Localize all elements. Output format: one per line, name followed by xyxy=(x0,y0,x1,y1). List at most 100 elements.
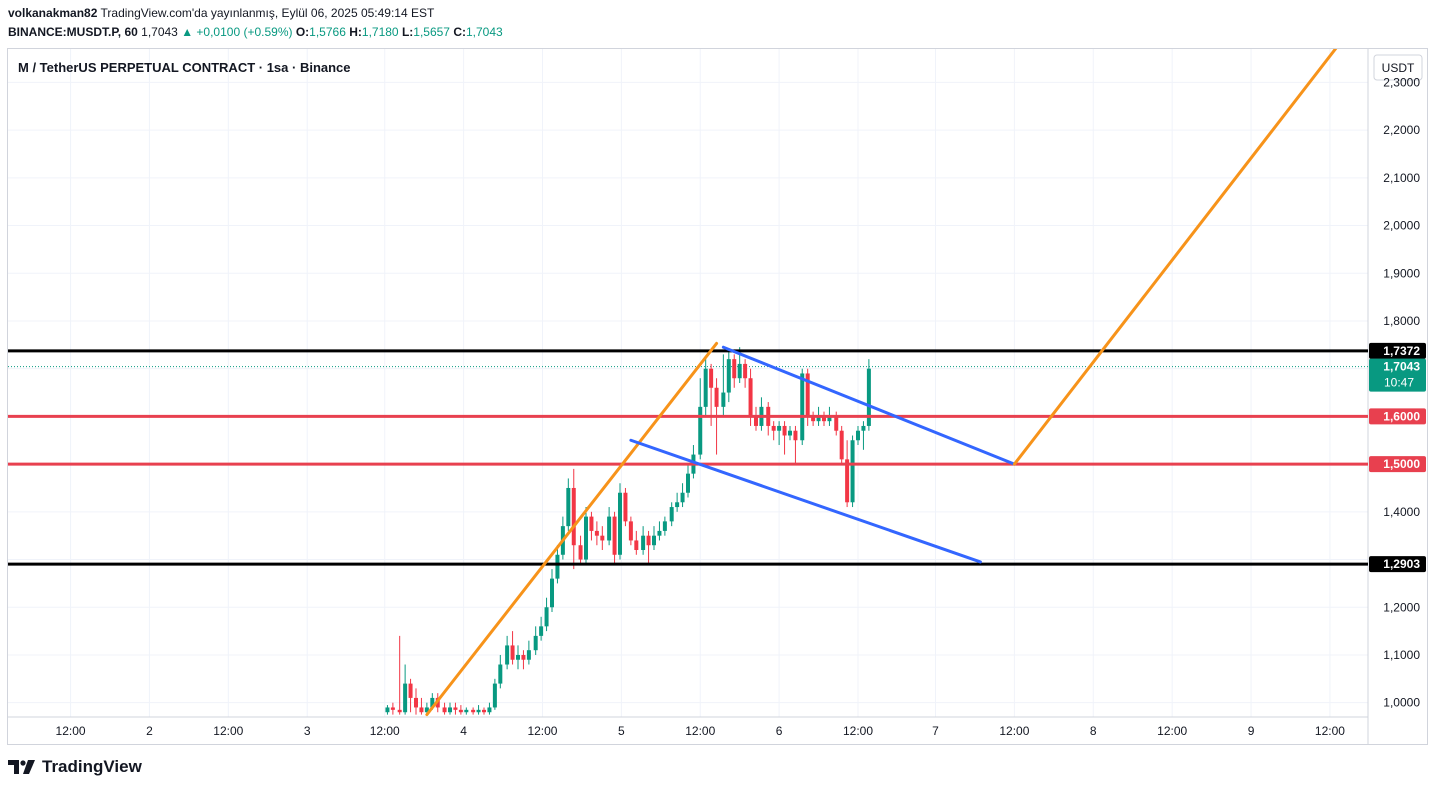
candle-body xyxy=(641,535,646,550)
candle-body xyxy=(845,459,850,503)
author-name[interactable]: volkanakman82 xyxy=(8,6,98,20)
tradingview-icon xyxy=(8,760,35,774)
candle-body xyxy=(686,473,690,493)
candle-body xyxy=(827,416,832,422)
current-price-badge xyxy=(1369,358,1426,392)
low-value: 1,5657 xyxy=(413,25,450,39)
candle-body xyxy=(607,516,612,541)
open-value: 1,5766 xyxy=(309,25,346,39)
candle-body xyxy=(584,516,588,560)
candle-body xyxy=(669,507,674,522)
candle-body xyxy=(861,425,866,431)
candle-body xyxy=(634,540,639,550)
symbol-label[interactable]: BINANCE:MUSDT.P, 60 xyxy=(8,25,138,39)
candle-body xyxy=(771,425,776,431)
x-tick-label: 4 xyxy=(460,724,467,738)
chart-frame xyxy=(7,48,1428,745)
candle-body xyxy=(385,707,390,713)
candle-body xyxy=(721,392,726,407)
candle-body xyxy=(408,683,413,698)
candle-body xyxy=(516,654,520,660)
candle-body xyxy=(578,545,583,560)
candle-body xyxy=(675,502,680,508)
x-tick-label: 12:00 xyxy=(56,724,86,738)
candle-body xyxy=(521,654,526,660)
candle-body xyxy=(816,416,821,422)
blue-upper-channel-line[interactable] xyxy=(721,345,1016,466)
x-tick-label: 12:00 xyxy=(1157,724,1187,738)
x-tick-label: 8 xyxy=(1090,724,1097,738)
level-badge-label: 1,2903 xyxy=(1383,557,1420,571)
blue-lower-channel-line[interactable] xyxy=(629,438,982,564)
candle-body xyxy=(448,707,452,713)
orange-projection-line[interactable] xyxy=(1012,16,1361,466)
candle-body xyxy=(714,387,719,407)
y-tick-label: 1,2000 xyxy=(1383,600,1420,614)
candle-body xyxy=(811,416,816,422)
currency-button-frame xyxy=(1373,54,1423,81)
candle-body xyxy=(856,430,860,441)
candle-body xyxy=(822,416,826,422)
y-tick-label: 1,4000 xyxy=(1383,505,1420,519)
level-badge-label: 1,5000 xyxy=(1383,457,1420,471)
y-tick-label: 2,0000 xyxy=(1383,219,1420,233)
price-change: ▲ +0,0100 (+0.59%) xyxy=(181,25,293,39)
candle-body xyxy=(662,521,667,531)
candle-body xyxy=(657,530,662,536)
x-tick-label: 5 xyxy=(618,724,625,738)
candle-body xyxy=(566,487,571,527)
last-price: 1,7043 xyxy=(141,25,178,39)
candle-body xyxy=(533,635,538,651)
candle-body xyxy=(390,707,395,710)
candle-body xyxy=(571,487,576,546)
candle-body xyxy=(453,707,458,710)
candle-body xyxy=(555,554,560,579)
x-tick-label: 7 xyxy=(932,724,939,738)
candle-body xyxy=(737,363,742,379)
candle-body xyxy=(754,416,758,426)
close-value: 1,7043 xyxy=(465,25,503,39)
tradingview-logo[interactable]: TradingView xyxy=(8,757,142,777)
candle-body xyxy=(839,430,844,460)
candle-body xyxy=(492,683,497,708)
candle-body xyxy=(476,709,481,713)
candle-body xyxy=(618,492,622,555)
x-tick-label: 12:00 xyxy=(213,724,243,738)
candle-body xyxy=(464,709,469,713)
candle-body xyxy=(414,697,418,708)
candle-body xyxy=(623,492,628,522)
level-badge xyxy=(1369,556,1426,573)
candles-group xyxy=(385,347,871,715)
x-tick-label: 12:00 xyxy=(370,724,400,738)
currency-label: USDT xyxy=(1382,61,1415,75)
level-badge xyxy=(1369,342,1426,359)
candle-body xyxy=(510,645,515,660)
level-badge xyxy=(1369,408,1426,425)
candle-body xyxy=(526,650,531,660)
y-tick-label: 2,2000 xyxy=(1383,123,1420,137)
candle-body xyxy=(834,416,839,431)
candle-body xyxy=(539,626,544,636)
y-tick-label: 1,1000 xyxy=(1383,648,1420,662)
x-tick-label: 12:00 xyxy=(685,724,715,738)
orange-uptrend-line[interactable] xyxy=(425,341,719,717)
candle-body xyxy=(652,535,656,546)
candle-body xyxy=(594,530,599,536)
bar-countdown-label: 10:47 xyxy=(1384,376,1414,390)
candle-body xyxy=(628,521,633,541)
candle-body xyxy=(589,516,594,531)
candle-body xyxy=(777,425,782,431)
publish-date: TradingView.com'da yayınlanmış, Eylül 06… xyxy=(100,6,435,20)
candle-body xyxy=(726,359,731,393)
level-badge-label: 1,7372 xyxy=(1383,344,1420,358)
candle-body xyxy=(505,645,510,665)
x-tick-label: 9 xyxy=(1248,724,1255,738)
current-price-label: 1,7043 xyxy=(1383,360,1420,374)
candle-body xyxy=(703,368,708,407)
x-tick-label: 6 xyxy=(776,724,783,738)
x-tick-label: 2 xyxy=(146,724,153,738)
candle-body xyxy=(732,359,737,379)
candle-body xyxy=(866,368,871,426)
ohlc-legend: BINANCE:MUSDT.P, 60 1,7043 ▲ +0,0100 (+0… xyxy=(8,25,503,39)
